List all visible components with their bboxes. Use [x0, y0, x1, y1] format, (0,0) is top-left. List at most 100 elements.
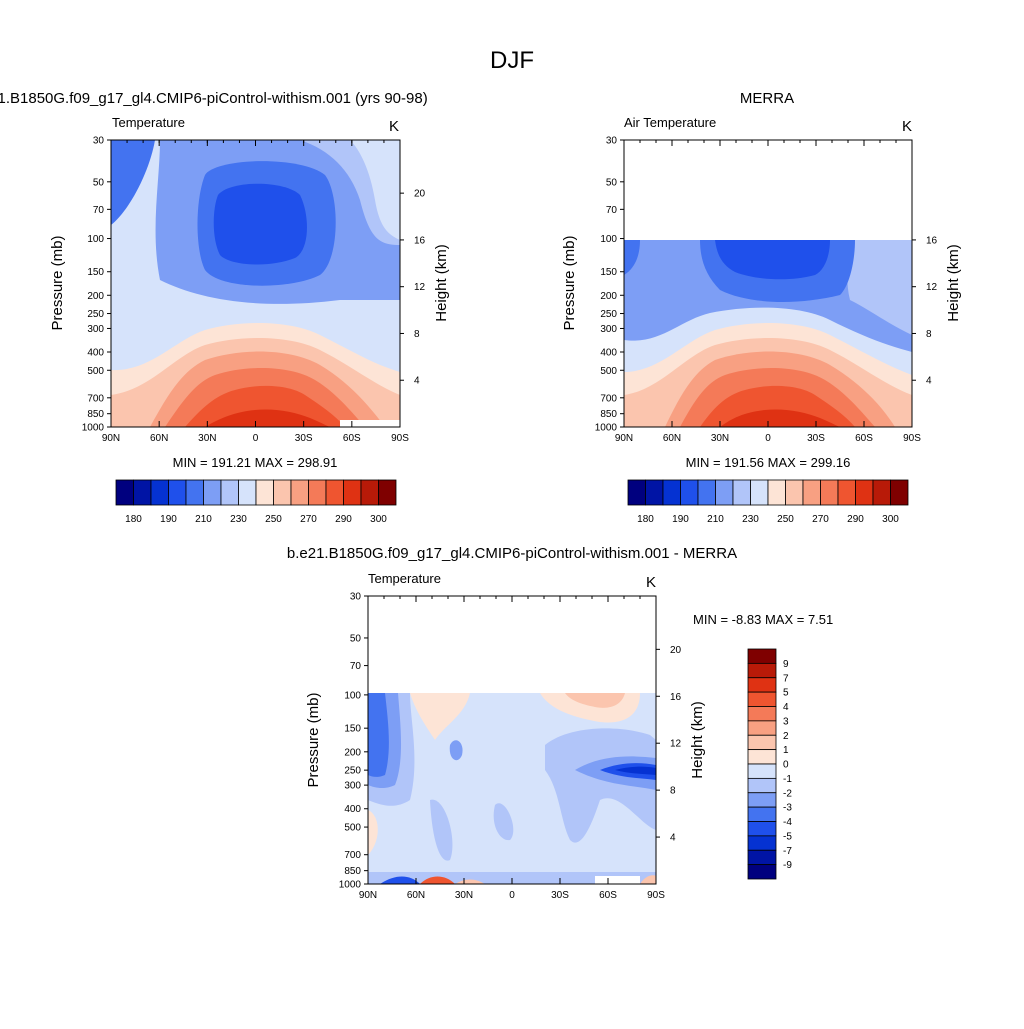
y2-tick-label: 20	[670, 645, 682, 656]
panel-obs-left-label: Air Temperature	[624, 115, 716, 130]
colorbar-label: 210	[195, 514, 212, 525]
colorbar-swatch	[767, 479, 786, 506]
colorbar-swatch	[238, 479, 257, 506]
colorbar-swatch	[150, 479, 169, 506]
x-tick-label: 60N	[407, 890, 425, 901]
x-tick-label: 60S	[343, 433, 361, 444]
panel-diff-field	[368, 693, 656, 884]
x-tick-label: 60N	[150, 433, 168, 444]
colorbar-label: 270	[300, 514, 317, 525]
panel-obs-field	[624, 240, 912, 427]
y-tick-label: 100	[344, 690, 361, 701]
y-tick-label: 300	[344, 781, 361, 792]
colorbar-swatch	[747, 777, 777, 794]
y-tick-label: 300	[600, 324, 617, 335]
colorbar-swatch	[360, 479, 379, 506]
colorbar-swatch	[732, 479, 751, 506]
colorbar-label: -5	[783, 831, 792, 842]
colorbar-swatch	[273, 479, 292, 506]
x-tick-label: 90N	[102, 433, 120, 444]
colorbar-swatch	[747, 806, 777, 822]
colorbar-label: 210	[707, 514, 724, 525]
y2-tick-label: 16	[414, 235, 426, 246]
colorbar-swatch	[747, 720, 777, 736]
panel-model-y2label: Height (km)	[433, 244, 450, 322]
y2-tick-label: 8	[670, 786, 676, 797]
y-tick-label: 250	[600, 309, 617, 320]
panel-model-left-label: Temperature	[112, 115, 185, 130]
panel-diff-left-label: Temperature	[368, 571, 441, 586]
colorbar-label: -7	[783, 846, 792, 857]
colorbar-swatch	[747, 677, 777, 693]
x-tick-label: 90N	[615, 433, 633, 444]
y-tick-label: 850	[87, 409, 104, 420]
colorbar-swatch	[185, 479, 204, 506]
y-tick-label: 200	[600, 291, 617, 302]
y-tick-label: 250	[344, 766, 361, 777]
colorbar-label: 7	[783, 673, 789, 684]
y-tick-label: 70	[93, 205, 105, 216]
figure-title: DJF	[490, 47, 534, 74]
panel-model-y2ticks: 20 16 12 8 4	[400, 189, 426, 387]
colorbar-swatch	[747, 706, 777, 722]
colorbar-label: 190	[672, 514, 689, 525]
colorbar-swatch	[168, 479, 187, 506]
y2-tick-label: 12	[926, 282, 938, 293]
colorbar-swatch	[325, 479, 344, 506]
colorbar-swatch	[747, 763, 777, 779]
y-tick-label: 50	[606, 177, 618, 188]
panel-obs-y2label: Height (km)	[945, 244, 962, 322]
x-tick-label: 90S	[647, 890, 665, 901]
panel-diff-colorbar: 9 7 5 4 3 2 1 0 -1 -2 -3 -4 -5 -7 -9	[747, 648, 792, 880]
panel-obs-colorbar: 180 190 210 230 250 270 290 300	[627, 479, 909, 525]
colorbar-swatch	[680, 479, 699, 506]
y-tick-label: 100	[87, 234, 104, 245]
colorbar-swatch	[837, 479, 856, 506]
colorbar-label: 4	[783, 702, 789, 713]
y-tick-label: 200	[87, 291, 104, 302]
y-tick-label: 850	[344, 866, 361, 877]
colorbar-swatch	[872, 479, 891, 506]
colorbar-swatch	[747, 835, 777, 851]
y-tick-label: 70	[606, 205, 618, 216]
y-tick-label: 400	[600, 348, 617, 359]
y-tick-label: 50	[350, 633, 362, 644]
panel-model: b.e21.B1850G.f09_g17_gl4.CMIP6-piControl…	[0, 90, 450, 525]
panel-obs-stats: MIN = 191.56 MAX = 299.16	[686, 455, 851, 470]
y2-tick-label: 16	[926, 235, 938, 246]
panel-diff-stats: MIN = -8.83 MAX = 7.51	[693, 612, 833, 627]
y-tick-label: 400	[87, 348, 104, 359]
x-tick-label: 30N	[455, 890, 473, 901]
colorbar-label: 300	[882, 514, 899, 525]
panel-model-stats: MIN = 191.21 MAX = 298.91	[173, 455, 338, 470]
colorbar-swatch	[747, 691, 777, 707]
colorbar-label: 2	[783, 731, 789, 742]
colorbar-label: 180	[637, 514, 654, 525]
x-tick-label: 0	[765, 433, 771, 444]
colorbar-swatch	[645, 479, 664, 506]
x-tick-label: 30S	[807, 433, 825, 444]
panel-diff-units: K	[646, 574, 656, 591]
panel-diff-yticks: 30 50 70 100 150 200 250 300 400 500 700 850 1000	[339, 592, 368, 891]
y-tick-label: 1000	[339, 880, 362, 891]
colorbar-swatch	[115, 479, 134, 506]
colorbar-label: 230	[230, 514, 247, 525]
colorbar-label: 290	[847, 514, 864, 525]
colorbar-swatch	[747, 749, 777, 765]
y-tick-label: 150	[600, 267, 617, 278]
colorbar-label: 300	[370, 514, 387, 525]
y2-tick-label: 4	[926, 376, 932, 387]
colorbar-swatch	[662, 479, 681, 506]
y-tick-label: 30	[350, 592, 362, 603]
panel-model-ylabel: Pressure (mb)	[49, 235, 66, 330]
colorbar-swatch	[747, 849, 777, 866]
colorbar-label: 3	[783, 716, 789, 727]
y-tick-label: 700	[600, 393, 617, 404]
y-tick-label: 100	[600, 234, 617, 245]
y-tick-label: 150	[87, 267, 104, 278]
panel-obs-ylabel: Pressure (mb)	[561, 235, 578, 330]
colorbar-label: 5	[783, 688, 789, 699]
y-tick-label: 500	[344, 823, 361, 834]
colorbar-swatch	[715, 479, 734, 506]
